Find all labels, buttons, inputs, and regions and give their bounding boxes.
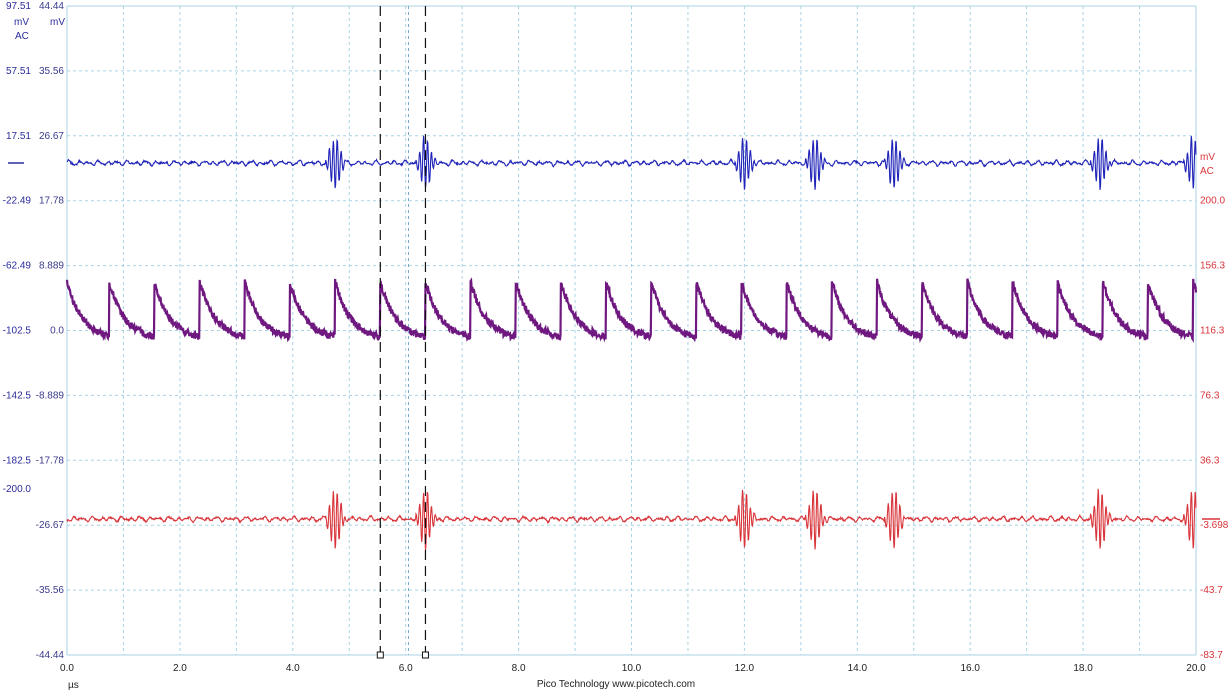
- left-inner-tick-label: 17.78: [39, 196, 64, 207]
- left-outer-tick-label: 57.51: [6, 66, 31, 77]
- x-tick-label: 14.0: [848, 663, 868, 674]
- left-outer-unit: mV: [14, 17, 29, 28]
- left-inner-tick-label: 44.44: [39, 1, 64, 12]
- channel-c-trace: [65, 277, 1198, 343]
- left-outer-tick-label: -22.49: [3, 196, 32, 207]
- x-tick-label: 8.0: [512, 663, 526, 674]
- time-cursors[interactable]: [376, 6, 429, 659]
- x-tick-label: 12.0: [735, 663, 755, 674]
- x-tick-label: 16.0: [960, 663, 980, 674]
- x-tick-label: 2.0: [173, 663, 187, 674]
- right-tick-label: -83.7: [1200, 650, 1223, 661]
- left-inner-tick-label: -35.56: [36, 585, 65, 596]
- time-cursor-handle[interactable]: [421, 651, 429, 659]
- left-outer-tick-label: -182.5: [3, 455, 32, 466]
- chart-grid: [66, 5, 1197, 656]
- right-axis-coupling: AC: [1200, 166, 1214, 177]
- left-inner-tick-label: -44.44: [36, 650, 65, 661]
- x-tick-label: 10.0: [622, 663, 642, 674]
- right-tick-label: 76.3: [1200, 390, 1220, 401]
- left-inner-tick-label: -26.67: [36, 520, 65, 531]
- x-tick-label: 6.0: [399, 663, 413, 674]
- left-outer-tick-label: -62.49: [3, 261, 32, 272]
- right-tick-label: 200.0: [1200, 196, 1225, 207]
- right-tick-label: -3.698: [1200, 520, 1229, 531]
- left-outer-coupling: AC: [15, 31, 29, 42]
- channel-a-trace: [66, 135, 1197, 190]
- left-outer-tick-label: 17.51: [6, 131, 31, 142]
- left-inner-tick-label: 0.0: [50, 326, 64, 337]
- right-tick-label: 156.3: [1200, 261, 1225, 272]
- right-tick-label: 36.3: [1200, 455, 1220, 466]
- left-inner-tick-label: -17.78: [36, 455, 65, 466]
- right-tick-label: -43.7: [1200, 585, 1223, 596]
- traces: [65, 135, 1198, 551]
- x-tick-label: 18.0: [1073, 663, 1093, 674]
- left-axis-ticks: 97.5157.5117.51-22.49-62.49-102.5-142.5-…: [3, 1, 65, 661]
- x-tick-label: 20.0: [1186, 663, 1206, 674]
- left-inner-tick-label: -8.889: [36, 390, 65, 401]
- left-outer-tick-label: -102.5: [3, 326, 32, 337]
- right-tick-label: 116.3: [1200, 326, 1225, 337]
- left-inner-tick-label: 8.889: [39, 261, 64, 272]
- right-axis-ticks: 200.0 156.3 116.3 76.3 36.3 -3.698 -43.7 -83.7: [1200, 196, 1229, 661]
- x-axis-ticks: 0.0 2.0 4.0 6.0 8.0 10.0 12.0 14.0 16.0 18.0 20.0: [60, 663, 1206, 674]
- left-outer-tick-label: -200.0: [3, 484, 32, 495]
- footer-credit: Pico Technology www.picotech.com: [537, 679, 695, 690]
- x-tick-label: 0.0: [60, 663, 74, 674]
- x-tick-label: 4.0: [286, 663, 300, 674]
- time-cursor-handle[interactable]: [376, 651, 384, 659]
- left-outer-tick-label: -142.5: [3, 390, 32, 401]
- left-outer-tick-label: 97.51: [6, 1, 31, 12]
- left-inner-tick-label: 26.67: [39, 131, 64, 142]
- right-axis-unit: mV: [1200, 152, 1215, 163]
- x-axis-unit: µs: [68, 680, 79, 691]
- channel-b-trace: [66, 488, 1197, 551]
- left-inner-tick-label: 35.56: [39, 66, 64, 77]
- left-inner-unit: mV: [50, 17, 65, 28]
